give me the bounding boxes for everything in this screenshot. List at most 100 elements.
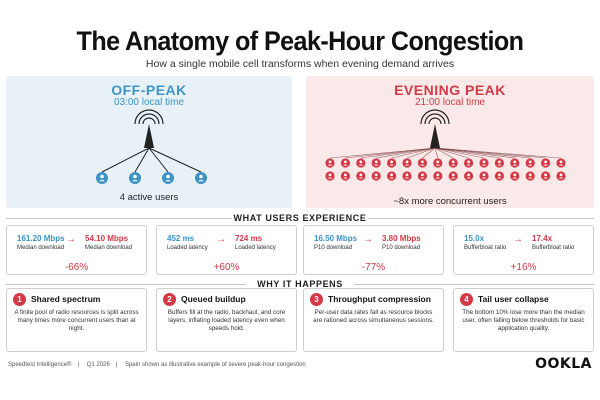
user-icon — [402, 158, 412, 168]
connection-line — [148, 147, 169, 173]
reason-body: The bottom 10% lose more than the median… — [462, 309, 585, 332]
user-icon — [402, 171, 412, 181]
connection-line — [148, 147, 202, 173]
reason-card: 4 Tail user collapse The bottom 10% lose m… — [453, 288, 594, 352]
cell-tower-icon — [420, 109, 450, 148]
user-icon — [464, 158, 474, 168]
reason-title: Tail user collapse — [478, 294, 549, 304]
off-peak-caption: 4 active users — [119, 192, 179, 203]
user-icon — [433, 158, 443, 168]
user-icon — [340, 171, 350, 181]
connection-line — [434, 147, 454, 159]
change-percent: +16% — [510, 262, 537, 273]
change-percent: -66% — [64, 262, 89, 273]
footer-note: Spain shown as illustrative example of s… — [124, 362, 306, 368]
connection-line — [434, 147, 500, 159]
right-arrow-icon: → — [66, 234, 76, 245]
ookla-logo: OOKLA — [535, 356, 592, 372]
footer-period: Q1 2026 — [86, 362, 110, 368]
user-icon — [556, 158, 566, 168]
divider — [368, 218, 594, 219]
reason-card: 3 Throughput compression Per-user data rat… — [303, 288, 444, 352]
reason-title: Shared spectrum — [31, 294, 101, 304]
user-icon — [96, 172, 108, 184]
user-icon — [325, 158, 335, 168]
before-value: 15.0x — [464, 234, 485, 243]
after-value: 3.80 Mbps — [382, 234, 421, 243]
user-icon — [356, 171, 366, 181]
change-percent: -77% — [361, 262, 386, 273]
before-value: 161.20 Mbps — [17, 234, 65, 243]
step-number-badge: 3 — [310, 293, 323, 306]
reason-body: Buffers fill at the radio, backhaul, and… — [167, 309, 286, 332]
divider — [354, 284, 594, 285]
evening-peak-cell-diagram — [325, 109, 566, 181]
evening-peak-panel: EVENING PEAK 21:00 local time ~8x more c… — [306, 76, 594, 208]
connection-line — [422, 147, 436, 159]
experience-heading: WHAT USERS EXPERIENCE — [233, 213, 367, 223]
user-icon — [479, 171, 489, 181]
evening-peak-caption: ~8x more concurrent users — [393, 196, 507, 207]
step-number-badge: 4 — [460, 293, 473, 306]
user-icon — [195, 172, 207, 184]
user-icon — [448, 158, 458, 168]
connection-line — [360, 147, 436, 159]
user-icon — [325, 171, 335, 181]
user-icon — [525, 171, 535, 181]
user-icon — [371, 158, 381, 168]
change-percent: +60% — [213, 262, 240, 273]
user-icon — [510, 158, 520, 168]
before-value: 452 ms — [167, 234, 195, 243]
user-icon — [433, 171, 443, 181]
step-number-badge: 2 — [163, 293, 176, 306]
after-value: 54.10 Mbps — [85, 234, 129, 243]
user-icon — [417, 171, 427, 181]
user-icon — [494, 171, 504, 181]
before-label: Bufferbloat ratio — [464, 245, 507, 251]
metric-card: 16.50 Mbps P10 download → 3.80 Mbps P10 down… — [303, 225, 444, 275]
user-icon — [387, 158, 397, 168]
after-value: 724 ms — [235, 234, 263, 243]
reason-card: 2 Queued buildup Buffers fill at the radio… — [156, 288, 297, 352]
user-icon — [556, 171, 566, 181]
connection-line — [376, 147, 436, 159]
after-label: P10 download — [382, 245, 421, 251]
metric-card: 161.20 Mbps Median download → 54.10 Mbps Med… — [6, 225, 147, 275]
user-icon — [510, 171, 520, 181]
user-icon — [162, 172, 174, 184]
user-icon — [356, 158, 366, 168]
reasons-heading: WHY IT HAPPENS — [257, 279, 343, 289]
metric-card: 15.0x Bufferbloat ratio → 17.4x Bufferbloat … — [453, 225, 594, 275]
divider — [6, 218, 232, 219]
user-icon — [494, 158, 504, 168]
connection-line — [434, 147, 485, 159]
before-label: P10 download — [314, 245, 353, 251]
connection-line — [134, 147, 150, 173]
user-icon — [387, 171, 397, 181]
step-number-badge: 1 — [13, 293, 26, 306]
user-icon — [129, 172, 141, 184]
page-subtitle: How a single mobile cell transforms when… — [145, 58, 455, 70]
reason-body: Per-user data rates fall as resource blo… — [313, 309, 434, 324]
footer-source: Speedtest Intelligence® — [8, 362, 72, 368]
user-icon — [371, 171, 381, 181]
reason-title: Throughput compression — [328, 294, 431, 304]
reason-card: 1 Shared spectrum A finite pool of radio r… — [6, 288, 147, 352]
user-icon — [464, 171, 474, 181]
before-value: 16.50 Mbps — [314, 234, 358, 243]
off-peak-panel: OFF-PEAK 03:00 local time 4 active users — [6, 76, 292, 208]
right-arrow-icon: → — [363, 234, 373, 245]
connection-line — [434, 147, 439, 159]
footer: Speedtest Intelligence® | Q1 2026 | Spain … — [8, 362, 306, 368]
connection-line — [345, 147, 436, 159]
connection-line — [434, 147, 562, 159]
connection-line — [391, 147, 436, 159]
user-icon — [448, 171, 458, 181]
user-icon — [541, 158, 551, 168]
right-arrow-icon: → — [216, 234, 226, 245]
reason-body: A finite pool of radio resources is spli… — [14, 309, 139, 332]
page-title: The Anatomy of Peak-Hour Congestion — [76, 26, 524, 56]
user-icon — [525, 158, 535, 168]
reason-title: Queued buildup — [181, 294, 246, 304]
right-arrow-icon: → — [513, 234, 523, 245]
